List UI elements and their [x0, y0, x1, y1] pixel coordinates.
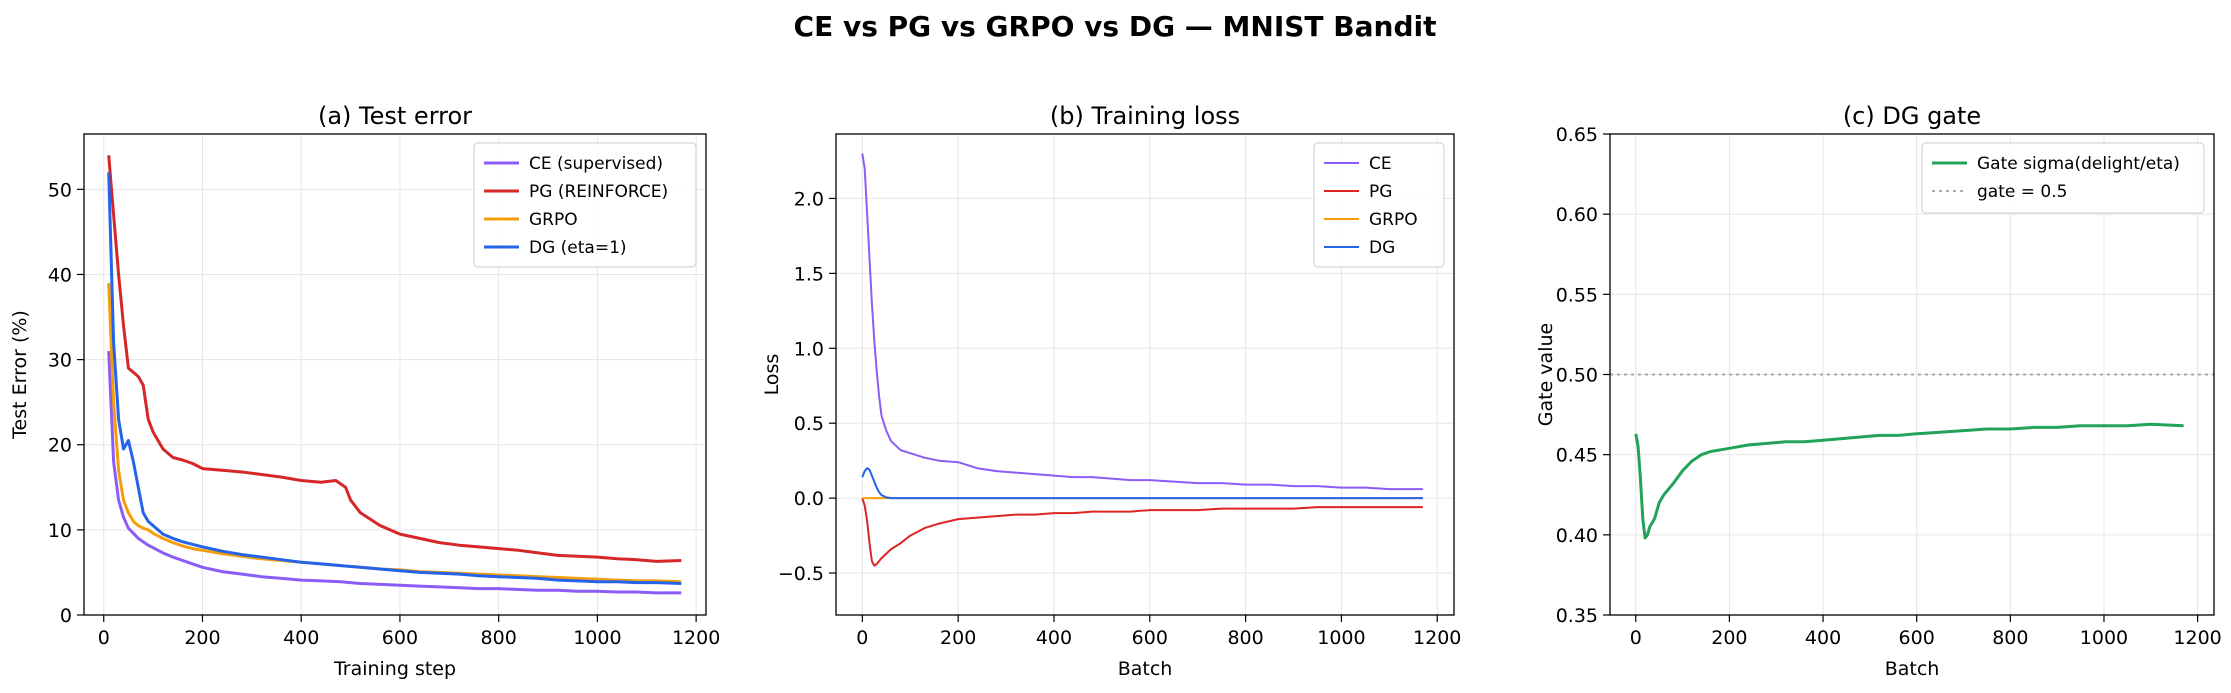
figure-suptitle: CE vs PG vs GRPO vs DG — MNIST Bandit	[794, 10, 1437, 43]
panel-title: (b) Training loss	[1050, 102, 1240, 130]
y-tick-label: 30	[48, 350, 72, 372]
x-tick-label: 0	[1630, 627, 1642, 649]
x-tick-label: 400	[1036, 627, 1072, 649]
panel-training-loss: 0 200 400 600 800 1000 1200 −0.5 0.0 0.5 1.0 1.5 2.0…	[761, 102, 1461, 680]
series-line-gate-sigma-delight-eta	[1634, 422, 2184, 540]
legend: Gate sigma(delight/eta) gate = 0.5	[1921, 142, 2205, 214]
x-tick-label: 400	[1805, 627, 1841, 649]
legend-label: CE	[1369, 154, 1392, 174]
x-tick-label: 0	[98, 627, 110, 649]
legend-label: DG (eta=1)	[529, 238, 627, 258]
legend-box	[1313, 142, 1445, 268]
legend-label: PG (REINFORCE)	[529, 182, 668, 202]
y-tick-label: 0.35	[1556, 605, 1598, 627]
y-tick-label: −0.5	[778, 563, 824, 585]
y-tick-label: 0.60	[1556, 204, 1598, 226]
x-tick-label: 800	[481, 627, 517, 649]
series-group	[861, 153, 1423, 567]
y-tick-label: 10	[48, 520, 72, 542]
y-tick-label: 1.0	[794, 338, 824, 360]
panel-title: (a) Test error	[318, 102, 472, 130]
legend: CE (supervised) PG (REINFORCE) GRPO DG (eta…	[473, 142, 697, 268]
series-line-dg-eta-1	[107, 172, 682, 585]
legend-box	[1921, 142, 2205, 214]
y-axis-label: Loss	[761, 354, 783, 396]
plot-frame	[1609, 133, 2215, 616]
y-tick-label: 50	[48, 179, 72, 201]
x-tick-label: 800	[1227, 627, 1263, 649]
panel-dg-gate: 0 200 400 600 800 1000 1200 0.35 0.40 0.45 0.50 0.5…	[1535, 102, 2222, 680]
x-tick-label: 600	[1899, 627, 1935, 649]
y-tick-label: 0.55	[1556, 284, 1598, 306]
series-line-ce	[861, 153, 1423, 491]
y-tick-label: 0.0	[794, 488, 824, 510]
y-axis-label: Gate value	[1535, 323, 1557, 426]
series-group	[107, 155, 682, 595]
plot-frame	[83, 133, 707, 616]
legend-label: PG	[1369, 182, 1392, 202]
panel-title: (c) DG gate	[1843, 102, 1981, 130]
y-tick-label: 2.0	[794, 188, 824, 210]
x-tick-label: 0	[856, 627, 868, 649]
x-tick-label: 1000	[1317, 627, 1365, 649]
legend-label: DG	[1369, 238, 1395, 258]
y-tick-label: 20	[48, 435, 72, 457]
x-tick-label: 200	[1711, 627, 1747, 649]
x-tick-label: 1200	[1413, 627, 1461, 649]
x-axis-label: Batch	[1118, 658, 1173, 680]
y-tick-label: 0.45	[1556, 445, 1598, 467]
legend-label: GRPO	[529, 210, 578, 230]
series-line-grpo	[107, 282, 682, 584]
x-axis-label: Training step	[333, 658, 456, 680]
x-tick-label: 1200	[2173, 627, 2221, 649]
x-tick-label: 200	[940, 627, 976, 649]
legend: CE PG GRPO DG	[1313, 142, 1445, 268]
series-line-dg	[861, 467, 1423, 500]
y-tick-label: 0.40	[1556, 525, 1598, 547]
x-tick-label: 800	[1992, 627, 2028, 649]
series-line-pg	[861, 497, 1423, 567]
legend-box	[473, 142, 697, 268]
legend-label: Gate sigma(delight/eta)	[1977, 154, 2180, 174]
y-tick-label: 0.50	[1556, 365, 1598, 387]
series-line-ce-supervised	[107, 351, 682, 595]
plot-frame	[835, 133, 1455, 616]
y-tick-label: 0	[60, 605, 72, 627]
y-tick-label: 0.5	[794, 413, 824, 435]
x-axis-label: Batch	[1885, 658, 1940, 680]
y-tick-label: 40	[48, 264, 72, 286]
y-axis-label: Test Error (%)	[9, 310, 31, 440]
x-tick-label: 1000	[2080, 627, 2128, 649]
series-line-pg-reinforce	[107, 155, 682, 563]
y-tick-label: 1.5	[794, 263, 824, 285]
x-tick-label: 600	[382, 627, 418, 649]
y-tick-label: 0.65	[1556, 124, 1598, 146]
panel-test-error: 0 200 400 600 800 1000 1200 0 10 20 30 40 50 (a) Test…	[9, 102, 720, 680]
legend-label: gate = 0.5	[1977, 182, 2067, 202]
x-tick-label: 1000	[573, 627, 621, 649]
legend-label: GRPO	[1369, 210, 1418, 230]
x-tick-label: 200	[184, 627, 220, 649]
x-tick-label: 1200	[672, 627, 720, 649]
x-tick-label: 600	[1132, 627, 1168, 649]
x-tick-label: 400	[283, 627, 319, 649]
legend-label: CE (supervised)	[529, 154, 663, 174]
series-group	[1634, 422, 2184, 540]
